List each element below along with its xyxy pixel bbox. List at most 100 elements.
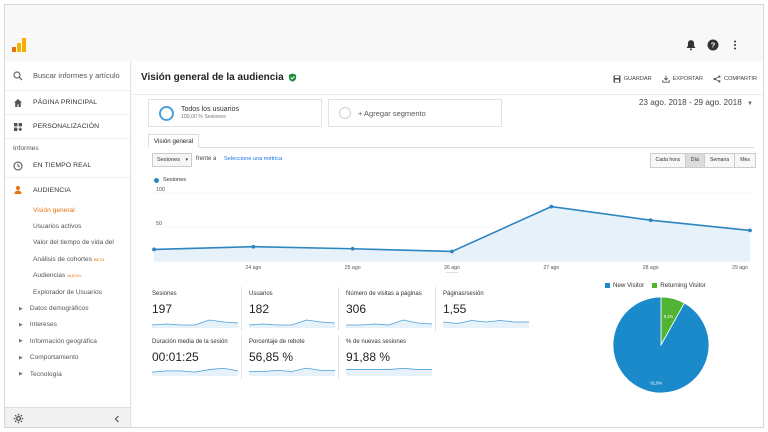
data-point[interactable] <box>648 218 653 223</box>
title-bar: Visión general de la audiencia <box>132 61 763 95</box>
sidebar-search[interactable]: Buscar informes y artículo <box>5 61 130 91</box>
sidebar-subitem-label: Explorador de Usuarios <box>33 288 102 296</box>
analytics-logo[interactable] <box>11 37 27 53</box>
sparkline-area <box>346 368 432 376</box>
granularity-week[interactable]: Semana <box>703 154 735 167</box>
sidebar-subitem-overview[interactable]: Visión general <box>5 202 130 218</box>
granularity-hourly[interactable]: Cada hora <box>650 154 685 167</box>
share-icon <box>713 75 721 83</box>
metric-label: Sesiones <box>152 291 177 297</box>
metric-card[interactable]: Duración media de la sesión 00:01:25 <box>150 335 242 379</box>
sidebar-item-customization[interactable]: PERSONALIZACIÓN <box>5 115 130 139</box>
add-segment-button[interactable]: + Agregar segmento <box>328 99 502 127</box>
pie-slice-new-visitor[interactable] <box>612 296 710 394</box>
sidebar-expander-geo[interactable]: ▶ Información geográfica <box>5 333 130 349</box>
metric-label: Duración media de la sesión <box>152 339 228 345</box>
segment-circle-icon <box>159 105 174 121</box>
metric-card[interactable]: % de nuevas sesiones 91,88 % <box>344 335 436 379</box>
metric-sparkline <box>346 319 432 328</box>
data-point[interactable] <box>350 246 355 251</box>
sidebar-item-home[interactable]: PÁGINA PRINCIPAL <box>5 91 130 115</box>
expand-triangle-icon: ▶ <box>19 354 23 361</box>
sparkline-line <box>443 320 529 324</box>
sidebar-expander-technology[interactable]: ▶ Tecnología <box>5 366 130 382</box>
sidebar-expander-behavior[interactable]: ▶ Comportamiento <box>5 350 130 366</box>
metric-card[interactable]: Sesiones 197 <box>150 287 242 331</box>
chevron-down-icon: ▾ <box>185 157 188 163</box>
search-input[interactable]: Buscar informes y artículo <box>33 71 120 80</box>
search-icon <box>13 70 23 80</box>
metric-card[interactable]: Páginas/sesión 1,55 <box>441 287 533 331</box>
sparkline-area <box>249 368 335 376</box>
help-icon[interactable]: ? <box>707 38 719 51</box>
bell-icon[interactable] <box>685 38 697 51</box>
chart-legend: Sesiones <box>154 177 186 183</box>
data-point[interactable] <box>152 247 156 252</box>
metric-card[interactable]: Usuarios 182 <box>247 287 339 331</box>
sparkline-area <box>152 320 238 328</box>
browser-frame: ? Buscar informes y artículo PÁGINA PRIN… <box>4 4 764 428</box>
chart-resize-handle[interactable] <box>446 272 458 273</box>
add-segment-circle-icon <box>339 107 351 119</box>
x-tick-label: 27 ago <box>543 265 559 271</box>
segment-all-users[interactable]: Todos los usuarios 100,00 % Sesiones <box>148 99 322 127</box>
sidebar-subitem-label: Audiencias <box>33 272 66 280</box>
pie-slice-label: 91,9% <box>650 380 662 385</box>
metric-sparkline <box>249 367 335 376</box>
data-point[interactable] <box>251 244 256 249</box>
more-vert-icon[interactable] <box>729 38 741 50</box>
legend-series-name: Sesiones <box>163 177 187 183</box>
sidebar-expander-label: Comportamiento <box>29 354 79 362</box>
metric-value: 00:01:25 <box>152 350 199 364</box>
sidebar: Buscar informes y artículo PÁGINA PRINCI… <box>5 61 131 427</box>
x-tick-label: 28 ago <box>643 265 659 271</box>
series-area <box>154 206 750 261</box>
sidebar-expander-interests[interactable]: ▶ Intereses <box>5 317 130 333</box>
metric-select-value: Sesiones <box>157 157 181 163</box>
metric-label: Porcentaje de rebote <box>249 339 305 345</box>
expand-triangle-icon: ▶ <box>19 338 23 345</box>
top-bar: ? <box>5 5 763 61</box>
sidebar-expander-demographics[interactable]: ▶ Datos demográficos <box>5 300 130 316</box>
sidebar-subitem-user-explorer[interactable]: Explorador de Usuarios <box>5 284 130 300</box>
segment-title: Todos los usuarios <box>181 106 239 113</box>
granularity-day[interactable]: Día <box>684 154 704 167</box>
save-button[interactable]: GUARDAR <box>613 75 652 83</box>
data-point[interactable] <box>450 249 454 254</box>
granularity-month[interactable]: Mes <box>734 154 755 167</box>
pie-legend-new: New Visitor <box>605 282 644 289</box>
x-tick-label: 29 ago <box>732 265 748 271</box>
collapse-chevron-icon[interactable] <box>113 415 121 423</box>
date-range-picker[interactable]: 23 ago. 2018 - 29 ago. 2018 ▼ <box>639 98 753 107</box>
date-range-label: 23 ago. 2018 - 29 ago. 2018 <box>638 98 742 107</box>
legend-label: New Visitor <box>613 282 645 289</box>
metric-select[interactable]: Sesiones ▾ <box>152 153 192 167</box>
sidebar-subitem-lifetime-value[interactable]: Valor del tiempo de vida del <box>5 235 130 251</box>
sidebar-subitem-audiences[interactable]: Audiencias NUEVO <box>5 268 130 284</box>
sparkline-line <box>152 367 238 373</box>
data-point[interactable] <box>748 228 752 233</box>
metric-sparkline <box>346 367 432 376</box>
data-point[interactable] <box>549 204 554 209</box>
sidebar-item-realtime[interactable]: EN TIEMPO REAL <box>5 154 130 178</box>
select-metric-link[interactable]: Seleccione una métrica <box>224 156 283 162</box>
svg-text:?: ? <box>711 41 716 50</box>
export-button[interactable]: EXPORTAR <box>662 75 703 83</box>
metric-value: 197 <box>152 302 173 316</box>
metric-sparkline <box>249 319 335 328</box>
home-icon <box>14 98 22 107</box>
sidebar-subitem-cohort[interactable]: Análisis de cohortes BETA <box>5 251 130 267</box>
metric-card[interactable]: Porcentaje de rebote 56,85 % <box>247 335 339 379</box>
verified-shield-icon <box>288 73 296 82</box>
sidebar-subitem-active-users[interactable]: Usuarios activos <box>5 218 130 234</box>
sidebar-item-audience[interactable]: AUDIENCIA <box>5 178 130 202</box>
pie-legend-returning: Returning Visitor <box>652 282 706 289</box>
sparkline-area <box>152 368 238 376</box>
chevron-down-icon: ▼ <box>747 101 753 107</box>
share-button[interactable]: COMPARTIR <box>713 75 757 83</box>
tab-overview[interactable]: Visión general <box>148 134 200 148</box>
expand-triangle-icon: ▶ <box>19 371 23 378</box>
metric-card[interactable]: Número de visitas a páginas 306 <box>344 287 436 331</box>
gear-icon[interactable] <box>13 413 24 424</box>
save-label: GUARDAR <box>623 76 652 82</box>
